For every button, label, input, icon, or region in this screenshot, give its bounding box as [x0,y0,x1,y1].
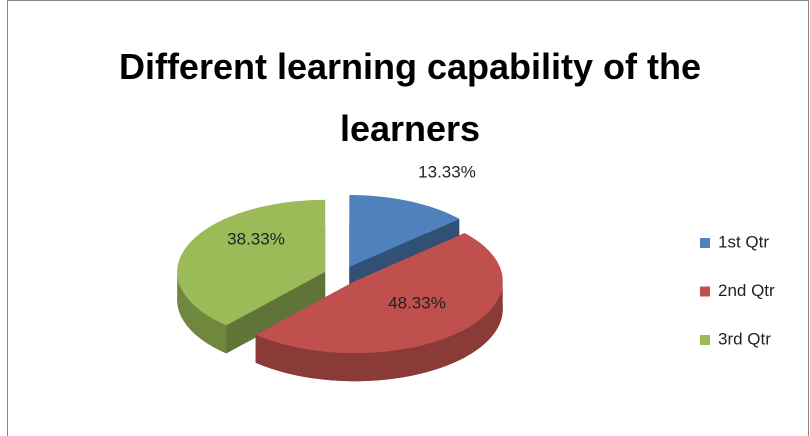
legend-label: 3rd Qtr [718,329,771,348]
chart-title: Different learning capability of the lea… [118,46,702,149]
data-label: 38.33% [227,229,285,248]
chart-border [7,0,809,436]
legend-swatch [700,335,710,345]
pie-slice [255,233,503,382]
slice-top [255,233,503,354]
slice-top [349,195,460,267]
slice-wall [255,281,503,382]
slice-side [226,271,326,354]
pie-slice [177,199,326,354]
legend-label: 2nd Qtr [718,281,775,300]
data-label: 48.33% [388,293,446,312]
legend-swatch [700,238,710,248]
slice-top [177,199,326,326]
legend-label: 1st Qtr [718,232,769,251]
legend-swatch [700,286,710,297]
data-label: 13.33% [418,162,476,181]
slice-wall [177,271,227,354]
